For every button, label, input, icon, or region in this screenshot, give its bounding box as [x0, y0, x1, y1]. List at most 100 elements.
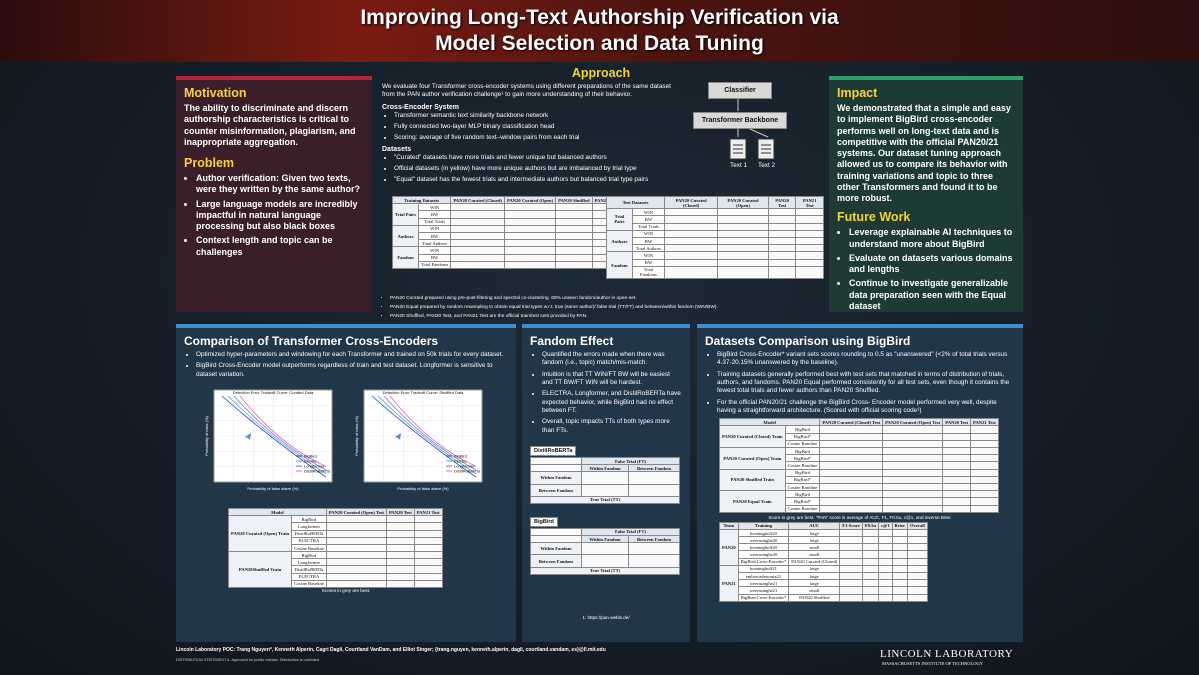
group-cell: PAN20 Equal Train [719, 490, 786, 513]
row: PAN20 Curated (Open) Train BigBird [227, 515, 443, 553]
row: BigBird* [720, 432, 999, 441]
cell: BW [417, 231, 452, 241]
row: True Trial (TT) [530, 495, 680, 504]
header-cell: PAN20 Curated (Closed) [450, 195, 505, 205]
cell [717, 244, 769, 253]
cell [555, 260, 593, 269]
legend-label: BigBird [304, 453, 317, 458]
text: We evaluate four Transformer cross-encod… [382, 83, 671, 99]
row: True Trial (TT) [530, 566, 680, 575]
det-curve [389, 395, 477, 467]
cell [450, 203, 505, 212]
row: DistilRoBERTa [229, 529, 443, 538]
cell [891, 557, 909, 566]
bullet: Fully connected two-layer MLP binary cla… [394, 123, 682, 131]
header-cell: Test Datasets [605, 195, 666, 210]
cell [717, 215, 769, 224]
row: False Trial (FT) [530, 456, 681, 466]
cell [628, 471, 680, 485]
cell: PAN20 Shuffled [788, 593, 841, 602]
cell [413, 572, 443, 581]
cell [664, 258, 719, 267]
header-cell: False Trial (FT) [580, 456, 681, 466]
row: BW [607, 236, 824, 246]
x-label: Probability of false alarm (%) [247, 486, 299, 491]
cell [907, 586, 928, 595]
group-cell: True Trial (TT) [530, 495, 680, 504]
bullet: PAN20 Curated prepared using pre-post-fi… [390, 296, 820, 302]
group-cell: Authors [606, 229, 633, 253]
row: Between Fandom [530, 483, 680, 497]
classifier-box: Classifier [708, 82, 772, 99]
title-line: Improving Long-Text Authorship Verificat… [360, 6, 839, 29]
header-cell: PAN20 Test [385, 507, 415, 517]
plot-title: Detection Error Tradeoff Curve: Curated … [233, 390, 314, 395]
cell [877, 536, 893, 545]
group-cell: PAN20 Shuffled Train [719, 468, 786, 492]
cell [861, 593, 879, 602]
cell [907, 536, 928, 545]
cell [450, 217, 505, 226]
cell [664, 251, 719, 260]
approach-panel: Approach We evaluate four Transformer cr… [378, 62, 824, 319]
row: Total Fandoms [393, 260, 625, 269]
cell: weerasinghe20 [737, 536, 790, 545]
table: Model PAN20 Curated (Open) Test PAN20 Test… [227, 507, 443, 589]
datasets-panel: Datasets Comparison using BigBird BigBir… [697, 324, 1023, 642]
header-row: Training Datasets PAN20 Curated (Closed) P… [391, 195, 625, 205]
cell [503, 224, 557, 233]
header-row: Team Training AUC F1-Score F0.5u c@1 Brier Over… [719, 521, 928, 530]
legend-label: Longformer [304, 463, 325, 468]
header-cell: Between Fandom [628, 464, 680, 473]
cell [717, 236, 769, 246]
header-cell: PAN20 Curated (Open) [717, 195, 769, 210]
det-plots: Detection Error Tradeoff Curve: Curated … [204, 389, 483, 491]
cell [942, 468, 971, 477]
cell [325, 565, 387, 574]
cell [450, 210, 505, 219]
header-row: Model PAN20 Curated (Closed) Test PAN20 Cu… [718, 418, 999, 427]
group-cell: Authors [392, 224, 419, 248]
cell: small [788, 550, 841, 559]
header-cell: PAN20 Curated (Closed) Test [819, 418, 884, 427]
cell [664, 244, 719, 253]
bullet: For the official PAN20/21 challenge the … [717, 399, 1015, 416]
cell [385, 536, 415, 545]
legend-label: BigBird [454, 453, 467, 458]
cell [450, 239, 505, 248]
row: Authors WIN [392, 224, 625, 248]
header-cell: PAN21 Test [413, 507, 443, 517]
cell: BigBird Cross-Encoder* [737, 557, 790, 566]
caption: Score in grey are best. "PAN" score is a… [768, 514, 952, 520]
subheading: Cross-Encoder System [382, 103, 460, 111]
cell: WIN [631, 229, 666, 238]
cell: boeninghoff20 [737, 543, 790, 552]
row: Total Authors [607, 244, 824, 253]
cell [970, 447, 999, 456]
cell [891, 579, 909, 588]
cell [907, 579, 928, 588]
cell [664, 222, 719, 231]
cell [767, 265, 797, 279]
group-cell: Fandom [606, 251, 633, 279]
cell: BigBird [784, 468, 821, 477]
test-table: Test Datasets PAN20 Curated (Closed) PAN20… [605, 195, 824, 279]
cell: large [788, 579, 841, 588]
cell: ELECTRA [291, 572, 327, 581]
cell [891, 528, 909, 538]
cell [907, 543, 928, 552]
cell [839, 579, 863, 588]
cell [767, 208, 797, 217]
cell [882, 447, 944, 456]
cell [385, 543, 415, 553]
cell [970, 439, 999, 449]
cell [503, 217, 557, 226]
cell [530, 464, 582, 473]
cell: WIN [417, 246, 452, 255]
cell [767, 251, 797, 260]
cell [819, 497, 884, 506]
cell [413, 522, 443, 531]
cell [877, 564, 893, 574]
cell: WIN [417, 224, 452, 233]
cell [413, 543, 443, 553]
